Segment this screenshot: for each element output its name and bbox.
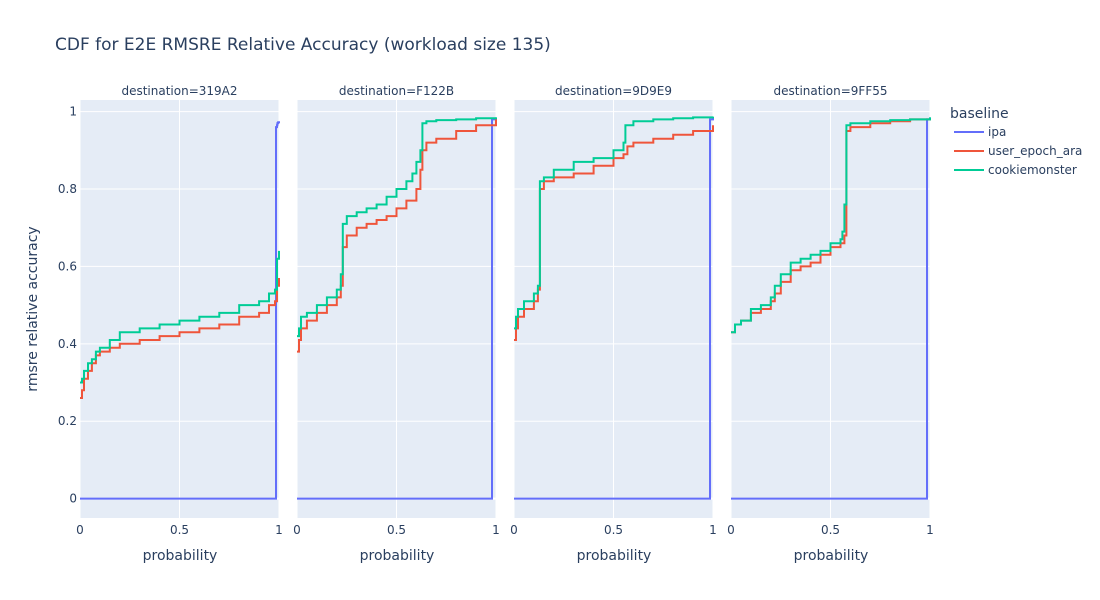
x-tick-label: 0.5 — [170, 523, 189, 537]
x-tick-label: 0.5 — [604, 523, 623, 537]
x-axis-label-4: probability — [794, 548, 869, 564]
x-tick-label: 0.5 — [821, 523, 840, 537]
x-tick-label: 0 — [293, 523, 301, 537]
x-tick-label: 0 — [727, 523, 735, 537]
facet-panel: destination=319A2 0 0.5 1 0 0.2 0.4 0.6 0.8 1 — [58, 84, 283, 537]
legend-item-ipa: ipa — [988, 125, 1006, 139]
legend: baseline ipa user_epoch_ara cookiemonster — [950, 106, 1082, 177]
facet-panel: destination=9D9E9 0 0.5 1 — [510, 84, 717, 537]
facet-title: destination=9D9E9 — [555, 84, 672, 98]
x-tick-label: 0.5 — [387, 523, 406, 537]
x-tick-label: 1 — [926, 523, 934, 537]
y-tick-label: 0.8 — [58, 182, 77, 196]
series-line-user-epoch-ara — [297, 119, 497, 353]
y-tick-label: 0 — [69, 492, 77, 506]
x-axis-label-1: probability — [143, 548, 218, 564]
series-line-cookiemonster — [80, 250, 280, 384]
series-line-user-epoch-ara — [731, 118, 931, 334]
facet-panel: destination=F122B 0 0.5 1 — [293, 84, 500, 537]
y-tick-label: 0.4 — [58, 337, 77, 351]
facet-panel: destination=9FF55 0 0.5 1 — [727, 84, 934, 537]
x-tick-label: 0 — [76, 523, 84, 537]
y-tick-label: 1 — [69, 105, 77, 119]
y-axis-label: rmsre relative accuracy — [25, 226, 41, 391]
x-axis-label-3: probability — [577, 548, 652, 564]
y-tick-label: 0.6 — [58, 259, 77, 273]
legend-item-user-epoch-ara: user_epoch_ara — [988, 144, 1082, 158]
series-line-cookiemonster — [297, 117, 497, 338]
facet-title: destination=9FF55 — [774, 84, 888, 98]
facet-title: destination=F122B — [339, 84, 454, 98]
y-tick-label: 0.2 — [58, 414, 77, 428]
series-line-user-epoch-ara — [80, 278, 280, 399]
series-line-ipa — [80, 121, 280, 500]
facet-title: destination=319A2 — [121, 84, 237, 98]
x-tick-label: 0 — [510, 523, 518, 537]
x-axis-label-2: probability — [360, 548, 435, 564]
series-line-cookiemonster — [731, 117, 931, 334]
legend-title: baseline — [950, 106, 1009, 122]
x-tick-label: 1 — [709, 523, 717, 537]
x-tick-label: 1 — [492, 523, 500, 537]
chart-title: CDF for E2E RMSRE Relative Accuracy (wor… — [55, 35, 551, 55]
series-line-ipa — [514, 117, 714, 500]
legend-item-cookiemonster: cookiemonster — [988, 163, 1077, 177]
x-tick-label: 1 — [275, 523, 283, 537]
series-line-cookiemonster — [514, 116, 714, 330]
